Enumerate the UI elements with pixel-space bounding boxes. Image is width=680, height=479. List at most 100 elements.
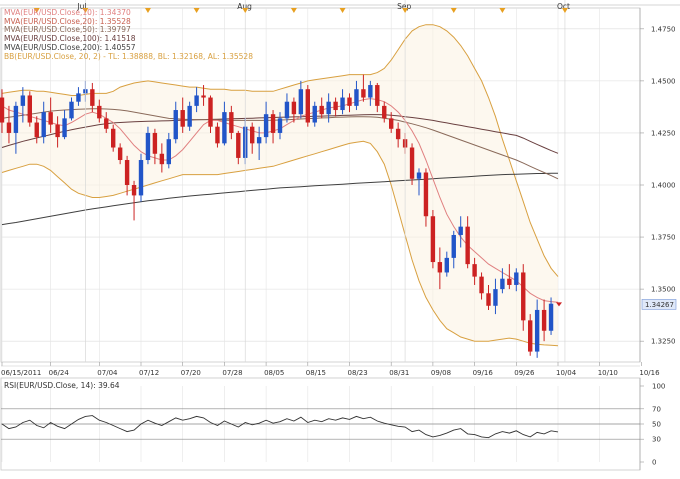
candle [548, 297, 554, 335]
candle [62, 110, 67, 140]
candle [104, 112, 109, 133]
candle [541, 299, 547, 342]
candle [48, 97, 53, 133]
candle-body [541, 309, 547, 331]
rsi-tick-label: 70 [652, 405, 661, 413]
date-tick-label: 09/26 [514, 369, 535, 377]
rsi-tick-label: 0 [652, 459, 656, 467]
candle [27, 91, 32, 127]
month-label: Aug [237, 2, 252, 11]
candle-body [409, 147, 415, 179]
candle [90, 82, 95, 113]
month-axis: Jul Aug Sep Oct [0, 0, 680, 362]
price-tick-label: 1.3750 [651, 234, 676, 242]
candle [423, 168, 429, 227]
bollinger-band-fill [2, 24, 558, 346]
candle [166, 132, 171, 169]
candle-body [277, 118, 283, 133]
legend-mva100: MVA(EUR/USD.Close,100): 1.41518 [4, 34, 136, 44]
candle-body [97, 105, 102, 119]
candle-body [152, 132, 158, 154]
candle [430, 209, 436, 269]
candle-body [111, 128, 116, 148]
date-tick-label: 07/28 [222, 369, 242, 377]
candle [395, 122, 401, 148]
candle-body [187, 105, 192, 127]
candle [500, 268, 505, 294]
last-price-marker-icon [556, 302, 562, 307]
candle-body [104, 118, 109, 129]
candle [333, 97, 338, 117]
candle [528, 314, 533, 356]
last-price-label: 1.34267 [645, 301, 674, 309]
bollinger-upper-line [1, 24, 559, 277]
date-tick-label: 09/16 [473, 369, 494, 377]
candle [486, 284, 491, 310]
period-marker-icon [561, 8, 568, 13]
candle [222, 101, 227, 146]
candle-body [430, 216, 436, 263]
candle [493, 278, 498, 315]
candle [277, 112, 283, 140]
candle [305, 85, 310, 127]
candle [208, 95, 213, 133]
candle-body [0, 97, 5, 123]
period-marker-icon [450, 8, 457, 13]
candle [20, 87, 26, 123]
price-axis: 1.3250 1.3500 1.3750 1.4000 1.4250 1.4500 1.47… [639, 8, 677, 362]
candle-body [62, 118, 67, 138]
candle-body [451, 234, 456, 258]
candle [389, 112, 394, 133]
period-marker-icon [402, 8, 409, 13]
candle-body [534, 309, 540, 352]
candle [145, 126, 151, 165]
candle-body [256, 137, 262, 144]
candle-body [41, 112, 46, 138]
candle-body [389, 118, 394, 129]
rsi-label: RSI(EUR/USD.Close, 14): 39.64 [4, 381, 120, 390]
date-tick-label: 08/31 [389, 369, 409, 377]
candle [6, 105, 12, 144]
candle-body [215, 126, 220, 144]
candle-body [528, 320, 533, 352]
candle [521, 264, 526, 331]
candle [236, 130, 241, 165]
candle [437, 247, 443, 290]
candle [368, 80, 373, 106]
candle-body [444, 257, 449, 273]
date-tick-label: 10/04 [556, 369, 577, 377]
candle [117, 143, 123, 165]
candle-body [326, 101, 331, 115]
month-label: Jul [76, 2, 86, 11]
candle-body [55, 124, 60, 138]
candle-body [340, 97, 345, 111]
candle [229, 105, 234, 140]
candle-body [208, 97, 213, 127]
candle [465, 216, 470, 269]
candle [270, 110, 276, 144]
date-tick-label: 09/08 [431, 369, 451, 377]
legend-bollinger: BB(EUR/USD.Close, 20, 2) - TL: 1.38888, … [4, 51, 253, 61]
period-marker-icon [290, 8, 297, 13]
candle [69, 97, 74, 121]
candle [340, 89, 345, 115]
candle [326, 93, 331, 123]
candle-body [319, 105, 324, 115]
candle-body [507, 278, 512, 285]
candle-body [291, 101, 297, 115]
candle-body [229, 112, 234, 133]
month-label: Sep [397, 2, 411, 11]
candle [250, 122, 255, 154]
candle-body [333, 101, 338, 111]
candle [124, 155, 130, 196]
candle [354, 80, 359, 111]
candle [263, 101, 269, 144]
candle [409, 143, 415, 185]
candle [416, 168, 422, 196]
candle [173, 101, 178, 144]
legend-mva50: MVA(EUR/USD.Close,50): 1.39797 [4, 25, 131, 35]
month-label: Oct [557, 2, 570, 11]
candle [479, 272, 484, 300]
candle-body [201, 95, 206, 98]
